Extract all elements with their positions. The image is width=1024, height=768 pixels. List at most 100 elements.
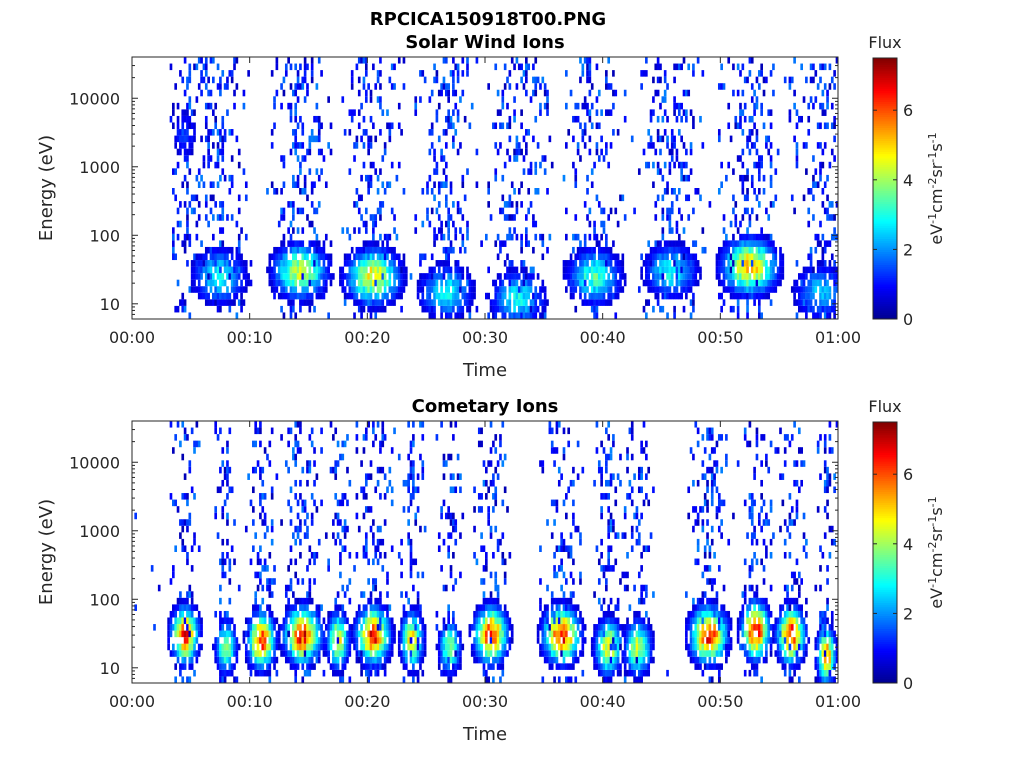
heatmap-cell — [346, 273, 349, 280]
heatmap-cell — [367, 578, 370, 585]
heatmap-cell — [656, 240, 660, 247]
heatmap-cell — [670, 135, 674, 143]
heatmap-cell — [732, 260, 735, 267]
heatmap-cell — [369, 604, 373, 611]
panel-title: Solar Wind Ions — [405, 32, 564, 53]
heatmap-cell — [244, 266, 248, 274]
colorbar-segment — [873, 105, 897, 109]
heatmap-cell — [675, 273, 679, 280]
heatmap-cell — [183, 109, 187, 116]
heatmap-cell — [186, 207, 189, 215]
heatmap-cell — [280, 207, 283, 215]
heatmap-cell — [654, 292, 658, 300]
heatmap-cell — [176, 656, 180, 664]
colorbar-segment — [873, 249, 897, 252]
heatmap-cell — [315, 292, 319, 300]
heatmap-cell — [221, 299, 225, 306]
heatmap-cell — [459, 656, 462, 664]
heatmap-cell — [506, 102, 509, 110]
heatmap-cell — [369, 214, 373, 221]
heatmap-cell — [421, 305, 425, 313]
heatmap-cell — [346, 434, 349, 441]
heatmap-cell — [348, 597, 352, 605]
heatmap-cell — [722, 299, 726, 306]
heatmap-cell — [416, 643, 420, 651]
heatmap-cell — [172, 571, 175, 579]
heatmap-cell — [666, 214, 669, 221]
heatmap-cell — [315, 253, 319, 261]
heatmap-cell — [602, 266, 606, 274]
heatmap-cell — [685, 194, 688, 202]
heatmap-cell — [670, 253, 674, 261]
heatmap-cell — [510, 181, 514, 188]
heatmap-cell — [292, 624, 295, 631]
heatmap-cell — [494, 617, 498, 625]
heatmap-cell — [294, 643, 298, 651]
heatmap-cell — [306, 286, 309, 293]
heatmap-cell — [183, 663, 187, 670]
heatmap-cell — [183, 604, 187, 611]
heatmap-cell — [277, 260, 281, 267]
heatmap-cell — [456, 266, 460, 274]
heatmap-cell — [652, 279, 655, 287]
heatmap-cell — [355, 253, 359, 261]
heatmap-cell — [372, 610, 375, 618]
heatmap-cell — [341, 643, 345, 651]
heatmap-cell — [395, 233, 399, 241]
heatmap-cell — [308, 637, 312, 644]
heatmap-cell — [242, 168, 246, 175]
heatmap-cell — [830, 102, 834, 110]
heatmap-cell — [275, 260, 279, 267]
heatmap-cell — [409, 273, 413, 280]
heatmap-cell — [388, 260, 392, 267]
heatmap-cell — [456, 279, 460, 287]
heatmap-cell — [237, 161, 241, 169]
heatmap-cell — [230, 174, 234, 182]
heatmap-cell — [317, 115, 321, 123]
heatmap-cell — [289, 305, 293, 313]
heatmap-cell — [367, 292, 370, 300]
heatmap-cell — [197, 643, 201, 651]
colorbar-segment — [873, 197, 897, 200]
heatmap-cell — [696, 266, 700, 274]
heatmap-cell — [204, 70, 208, 77]
heatmap-cell — [313, 650, 316, 657]
heatmap-cell — [172, 109, 175, 116]
heatmap-cell — [306, 466, 309, 474]
heatmap-cell — [348, 286, 352, 293]
heatmap-cell — [689, 299, 693, 306]
heatmap-cell — [379, 650, 382, 657]
heatmap-cell — [268, 617, 272, 625]
heatmap-cell — [310, 188, 314, 195]
heatmap-cell — [437, 227, 441, 234]
heatmap-cell — [315, 552, 319, 559]
heatmap-cell — [308, 656, 312, 664]
heatmap-cell — [322, 273, 326, 280]
heatmap-cell — [649, 109, 653, 116]
heatmap-cell — [216, 260, 220, 267]
heatmap-cell — [294, 630, 298, 638]
heatmap-cell — [819, 63, 822, 71]
heatmap-cell — [739, 286, 742, 293]
heatmap-cell — [833, 227, 836, 234]
heatmap-cell — [280, 246, 283, 254]
heatmap-cell — [682, 279, 686, 287]
heatmap-cell — [219, 299, 222, 306]
heatmap-cell — [597, 279, 601, 287]
heatmap-cell — [501, 499, 505, 507]
heatmap-cell — [819, 279, 822, 287]
heatmap-cell — [214, 279, 218, 287]
heatmap-cell — [734, 273, 738, 280]
heatmap-cell — [263, 650, 267, 657]
heatmap-cell — [821, 286, 825, 293]
heatmap-cell — [729, 135, 733, 143]
heatmap-cell — [334, 669, 338, 677]
heatmap-cell — [212, 253, 215, 261]
heatmap-cell — [233, 663, 236, 670]
heatmap-cell — [289, 292, 293, 300]
heatmap-cell — [381, 427, 385, 435]
heatmap-cell — [280, 273, 283, 280]
heatmap-cell — [454, 624, 458, 631]
heatmap-cell — [193, 624, 196, 631]
heatmap-cell — [614, 253, 618, 261]
